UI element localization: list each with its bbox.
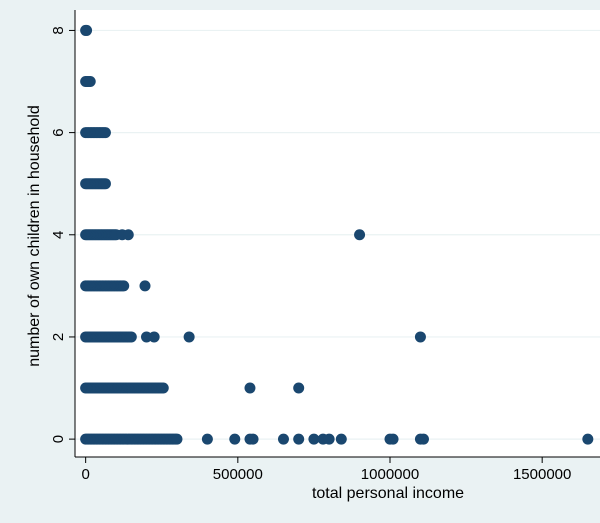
y-tick-label-4: 8 <box>50 26 67 34</box>
data-point <box>293 433 305 445</box>
y-axis-ticks: 0 2 4 6 8 <box>50 26 75 443</box>
data-point <box>247 433 259 445</box>
plot-area <box>75 10 600 457</box>
data-point <box>354 229 366 241</box>
data-point <box>81 24 93 36</box>
data-point <box>323 433 335 445</box>
data-point <box>229 433 241 445</box>
x-tick-label-1: 500000 <box>213 466 263 483</box>
x-tick-label-2: 1000000 <box>361 466 419 483</box>
data-point <box>293 382 305 394</box>
data-point <box>157 382 169 394</box>
y-tick-label-2: 4 <box>50 231 67 239</box>
data-point <box>139 280 151 292</box>
data-point <box>122 229 134 241</box>
y-tick-label-1: 2 <box>50 333 67 341</box>
data-point <box>171 433 183 445</box>
data-point <box>244 382 256 394</box>
data-point <box>183 331 195 343</box>
x-axis-ticks: 0 500000 1000000 1500000 <box>81 457 571 483</box>
data-points <box>80 24 594 445</box>
data-point <box>84 76 96 88</box>
data-point <box>335 433 347 445</box>
data-point <box>387 433 399 445</box>
data-point <box>417 433 429 445</box>
x-tick-label-0: 0 <box>81 466 89 483</box>
data-point <box>118 280 130 292</box>
x-axis-title: total personal income <box>312 485 464 502</box>
data-point <box>99 178 111 190</box>
y-tick-label-0: 0 <box>50 435 67 443</box>
data-point <box>148 331 160 343</box>
y-tick-label-3: 6 <box>50 128 67 136</box>
data-point <box>582 433 594 445</box>
y-axis-title: number of own children in household <box>26 105 43 367</box>
x-tick-label-3: 1500000 <box>513 466 571 483</box>
data-point <box>125 331 137 343</box>
data-point <box>201 433 213 445</box>
data-point <box>414 331 426 343</box>
data-point <box>141 331 153 343</box>
axes <box>74 10 600 458</box>
data-point <box>99 127 111 139</box>
data-point <box>277 433 289 445</box>
data-point <box>308 433 320 445</box>
